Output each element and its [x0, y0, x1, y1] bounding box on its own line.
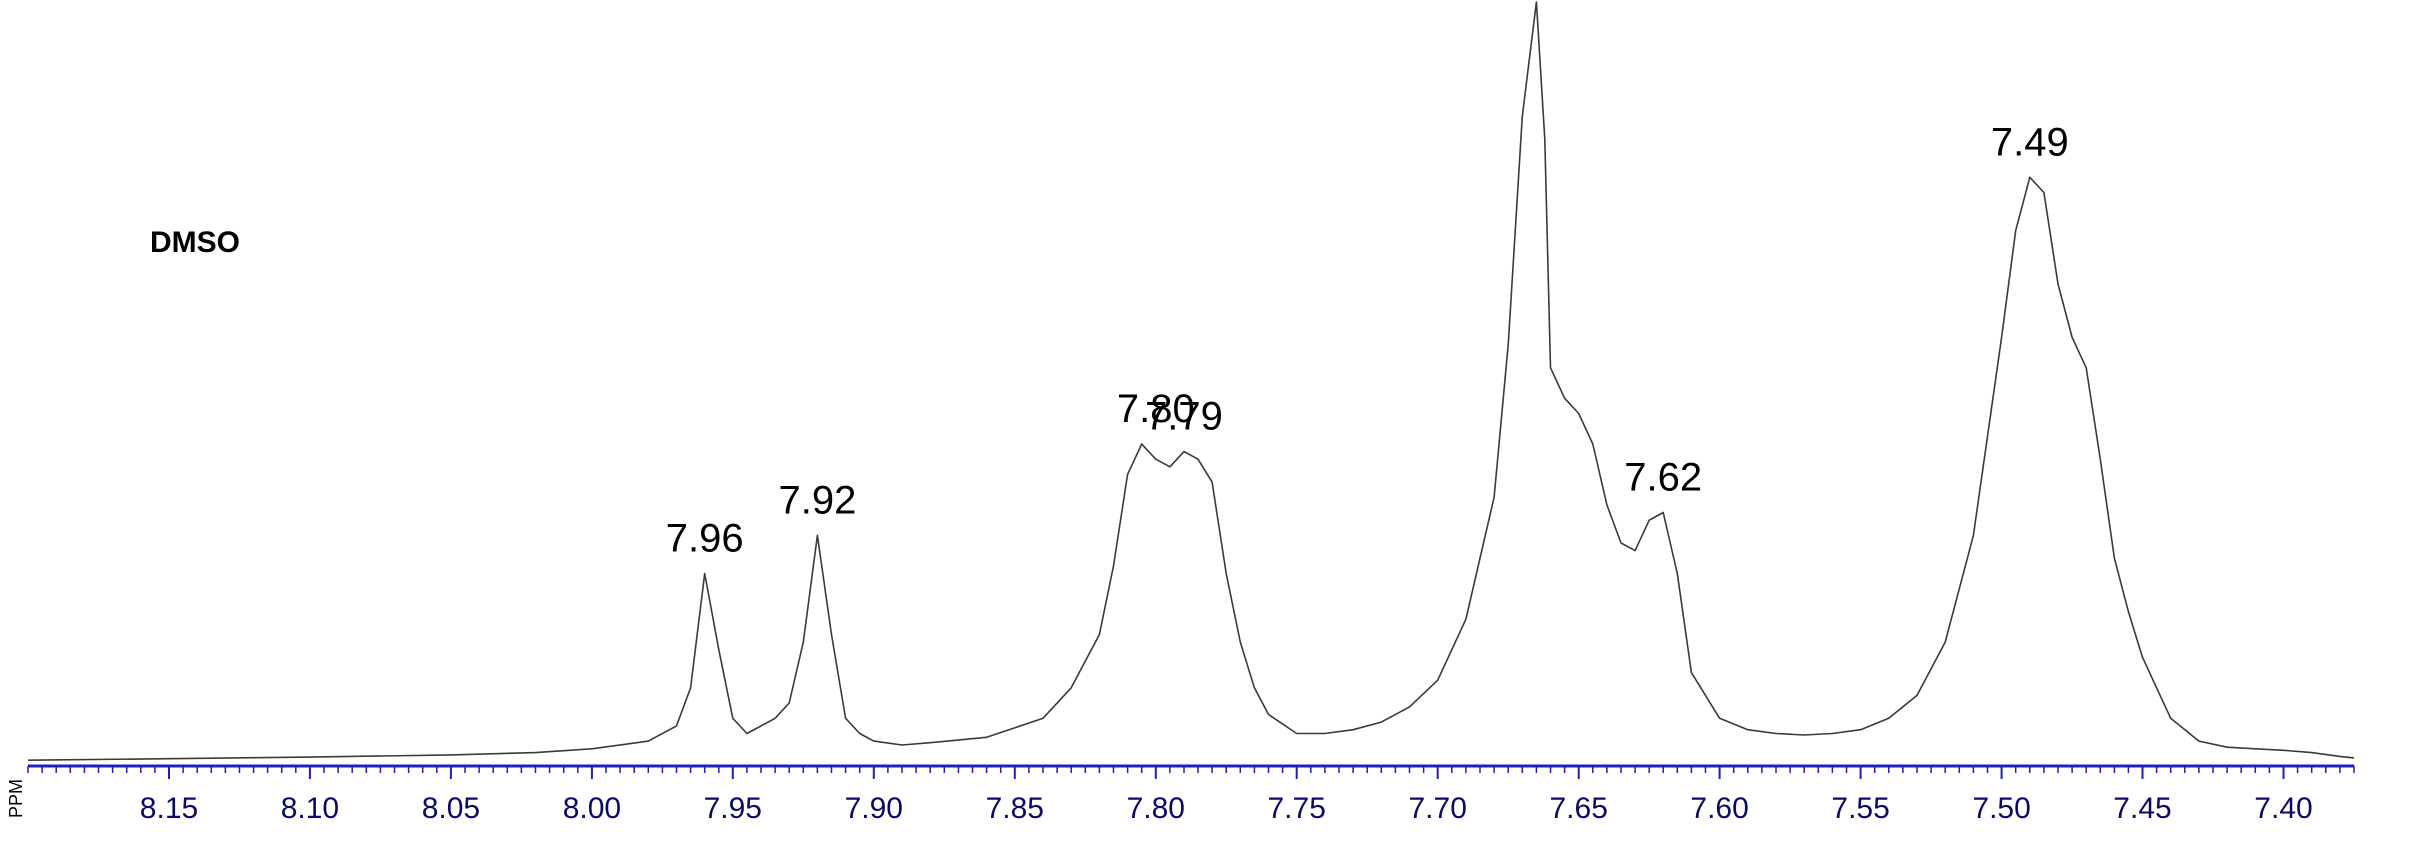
x-tick-label: 7.65 — [1550, 792, 1608, 825]
x-tick-label: 7.60 — [1690, 792, 1748, 825]
peak-label-2: 7.80 — [1117, 387, 1195, 431]
x-tick-label: 8.10 — [281, 792, 339, 825]
x-tick-label: 8.15 — [140, 792, 198, 825]
x-tick-label: 7.40 — [2254, 792, 2312, 825]
x-tick-label: 8.05 — [422, 792, 480, 825]
solvent-label: DMSO — [150, 226, 240, 259]
x-tick-label: 7.55 — [1831, 792, 1889, 825]
peak-label-0: 7.96 — [666, 517, 744, 561]
x-tick-label: 7.70 — [1409, 792, 1467, 825]
peak-label-4: 7.62 — [1624, 456, 1702, 500]
ppm-axis: 8.15 8.10 8.05 8.00 7.95 7.90 7.85 7.80 7.75 7.70… — [27, 764, 2355, 825]
x-tick-label: 8.00 — [563, 792, 621, 825]
x-tick-label: 7.50 — [1972, 792, 2030, 825]
x-tick-label: 7.45 — [2113, 792, 2171, 825]
x-tick-label: 7.85 — [986, 792, 1044, 825]
x-tick-label: 7.80 — [1127, 792, 1185, 825]
x-axis-unit-label: PPM — [6, 779, 26, 818]
peak-labels: 7.96 7.92 7.807.79 7.62 7.49 — [666, 120, 2069, 560]
peak-label-5: 7.49 — [1991, 120, 2069, 164]
peak-label-3: 7.79 — [1145, 395, 1223, 439]
x-tick-label: 7.95 — [704, 792, 762, 825]
x-tick-label: 7.90 — [845, 792, 903, 825]
spectrum-trace-0 — [27, 1, 2355, 761]
spectrum-trace-layer — [27, 1, 2355, 761]
peak-label-1: 7.92 — [778, 478, 856, 522]
x-tick-label: 7.75 — [1268, 792, 1326, 825]
